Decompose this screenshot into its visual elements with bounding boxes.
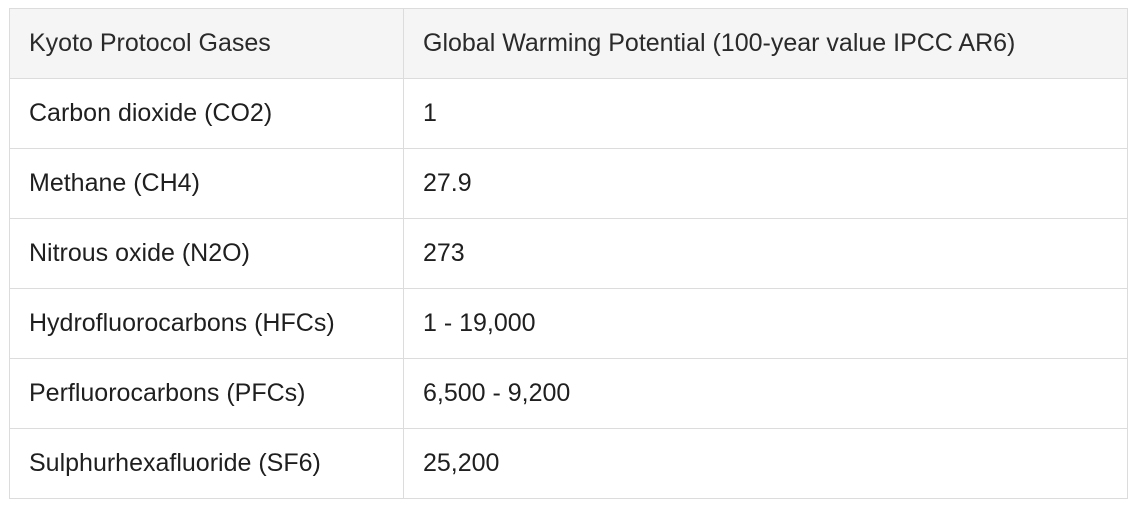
gas-name-cell: Hydrofluorocarbons (HFCs) (9, 288, 404, 359)
gwp-value-cell: 1 (403, 78, 1128, 149)
gwp-value-cell: 6,500 - 9,200 (403, 358, 1128, 429)
table-header: Kyoto Protocol Gases Global Warming Pote… (9, 8, 1128, 79)
gas-name-cell: Carbon dioxide (CO2) (9, 78, 404, 149)
table-row: Nitrous oxide (N2O) 273 (9, 218, 1128, 289)
column-header-gas: Kyoto Protocol Gases (9, 8, 404, 79)
gas-name-cell: Nitrous oxide (N2O) (9, 218, 404, 289)
table-body: Carbon dioxide (CO2) 1 Methane (CH4) 27.… (9, 78, 1128, 499)
gwp-value-cell: 273 (403, 218, 1128, 289)
gases-gwp-table: Kyoto Protocol Gases Global Warming Pote… (9, 8, 1128, 499)
gases-table-container: Kyoto Protocol Gases Global Warming Pote… (9, 8, 1128, 499)
table-row: Carbon dioxide (CO2) 1 (9, 78, 1128, 149)
gwp-value-cell: 1 - 19,000 (403, 288, 1128, 359)
gas-name-cell: Methane (CH4) (9, 148, 404, 219)
gwp-value-cell: 27.9 (403, 148, 1128, 219)
header-row: Kyoto Protocol Gases Global Warming Pote… (9, 8, 1128, 79)
column-header-gwp: Global Warming Potential (100-year value… (403, 8, 1128, 79)
table-row: Methane (CH4) 27.9 (9, 148, 1128, 219)
table-row: Perfluorocarbons (PFCs) 6,500 - 9,200 (9, 358, 1128, 429)
table-row: Sulphurhexafluoride (SF6) 25,200 (9, 428, 1128, 499)
gas-name-cell: Perfluorocarbons (PFCs) (9, 358, 404, 429)
table-row: Hydrofluorocarbons (HFCs) 1 - 19,000 (9, 288, 1128, 359)
gwp-value-cell: 25,200 (403, 428, 1128, 499)
gas-name-cell: Sulphurhexafluoride (SF6) (9, 428, 404, 499)
